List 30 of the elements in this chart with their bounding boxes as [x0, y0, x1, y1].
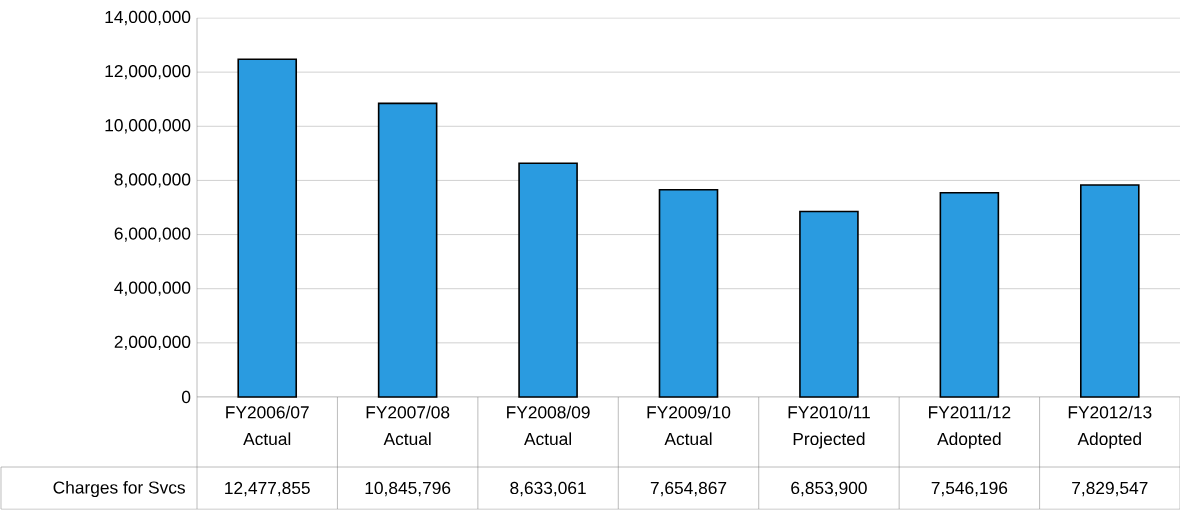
data-label: 7,546,196: [931, 481, 1008, 497]
data-label: 7,654,867: [650, 481, 727, 497]
y-tick-label: 2,000,000: [114, 335, 191, 351]
x-tick-label: FY2011/12 Adopted: [929, 405, 1011, 449]
y-tick-label: 14,000,000: [105, 10, 191, 26]
bar: [799, 210, 859, 398]
text: Charges for Svcs: [53, 480, 185, 498]
x-tick-label: FY2012/13 Adopted: [1068, 405, 1152, 449]
data-label: 7,829,547: [1072, 481, 1148, 497]
data-label: 12,477,855: [225, 481, 310, 497]
y-tick-label: 4,000,000: [114, 281, 191, 296]
y-tick-label: 12,000,000: [105, 64, 191, 80]
y-tick-label: 8,000,000: [114, 173, 191, 188]
y-tick-label: 0: [181, 390, 191, 404]
bar: [377, 102, 438, 398]
x-tick-label: FY2007/08 Actual: [366, 405, 450, 446]
data-label: 10,845,796: [365, 481, 451, 497]
bar: [1080, 184, 1140, 398]
x-tick-label: FY2009/10 Actual: [647, 405, 731, 446]
x-tick-label: FY2008/09 Actual: [507, 405, 590, 446]
data-label: 8,633,061: [510, 481, 586, 497]
y-tick-label: 6,000,000: [114, 227, 191, 242]
data-label: 6,853,900: [791, 481, 867, 497]
bar: [658, 188, 719, 398]
x-tick-label: FY2006/07 Actual: [226, 405, 309, 446]
x-tick-label: FY2010/11 Projected: [788, 405, 870, 449]
bar: [518, 162, 578, 398]
bar: [939, 191, 1000, 398]
bar: [237, 58, 298, 398]
y-tick-label: 10,000,000: [105, 119, 191, 134]
